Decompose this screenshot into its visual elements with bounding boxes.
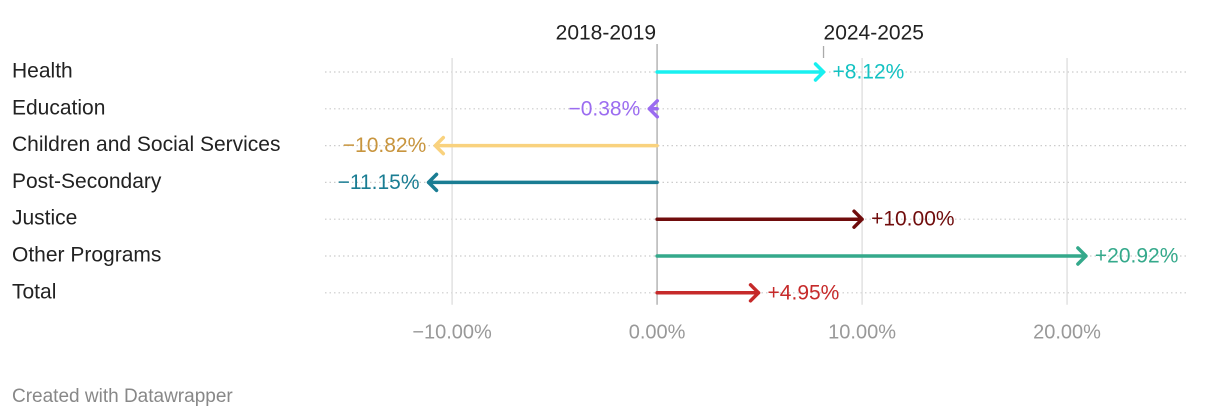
category-label: Education: [12, 96, 105, 119]
arrow-shape: [426, 172, 659, 193]
start-label: 2018-2019: [556, 22, 656, 45]
arrow-shape: [655, 62, 826, 82]
value-label: +10.00%: [871, 208, 955, 231]
value-label: −10.82%: [343, 134, 427, 157]
value-label: +8.12%: [833, 61, 905, 84]
x-tick-label: 10.00%: [828, 321, 896, 343]
arrow: [655, 209, 864, 229]
arrow-shape: [655, 209, 864, 229]
arrow: [433, 135, 659, 156]
category-label: Post-Secondary: [12, 170, 162, 193]
arrow-shape: [655, 246, 1088, 266]
arrow: [655, 62, 826, 82]
value-label: −11.15%: [338, 171, 420, 194]
arrow-shape: [433, 135, 659, 156]
category-label: Justice: [12, 207, 77, 230]
x-tick-label: −10.00%: [412, 321, 492, 343]
category-label: Children and Social Services: [12, 133, 280, 156]
end-label: 2024-2025: [824, 22, 924, 45]
arrow: [647, 99, 660, 119]
arrow: [655, 246, 1088, 266]
category-label: Other Programs: [12, 244, 161, 267]
value-label: +20.92%: [1095, 245, 1179, 268]
value-label: +4.95%: [768, 281, 840, 304]
arrow-shape: [647, 99, 660, 119]
value-label: −0.38%: [568, 97, 640, 120]
x-tick-label: 20.00%: [1033, 321, 1101, 343]
arrow: [426, 172, 659, 193]
category-label: Total: [12, 280, 56, 303]
arrow-shape: [655, 283, 761, 303]
category-label: Health: [12, 60, 73, 83]
arrow: [655, 283, 761, 303]
footer: Created with Datawrapper: [12, 386, 233, 407]
x-tick-label: 0.00%: [629, 321, 686, 343]
